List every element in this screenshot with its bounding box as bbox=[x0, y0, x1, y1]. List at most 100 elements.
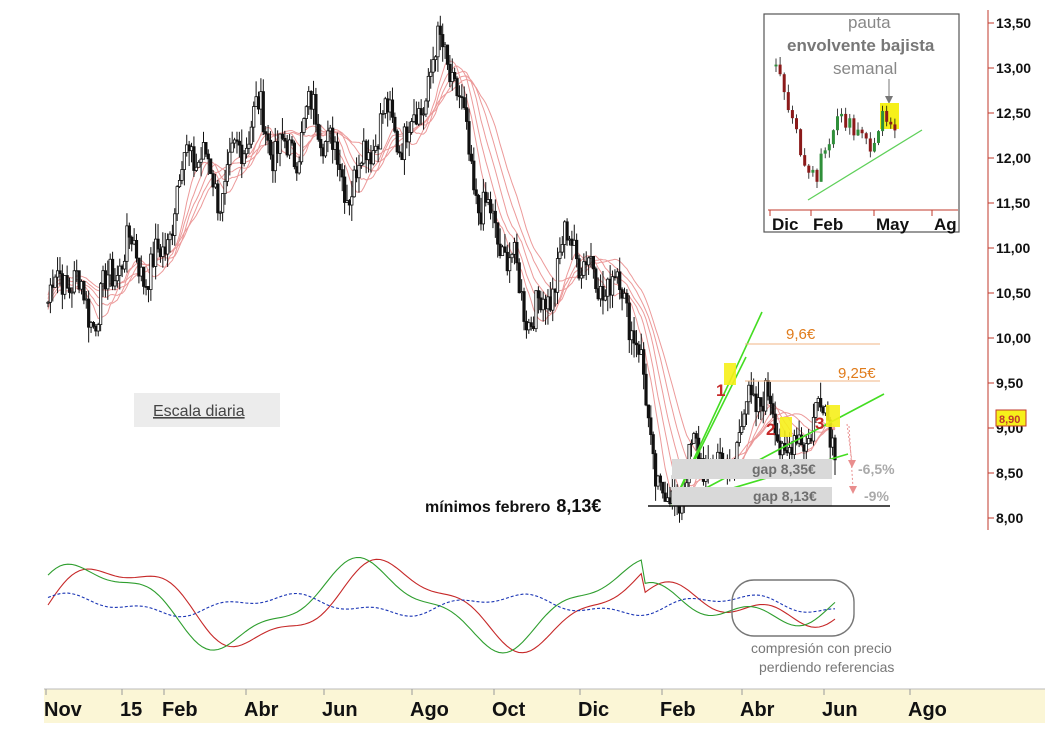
gap-label-2: gap 8,13€ bbox=[753, 488, 817, 504]
pivot-number-3: 3 bbox=[815, 414, 824, 433]
candle-body bbox=[634, 342, 639, 346]
candle-body bbox=[429, 71, 433, 77]
candle-body bbox=[182, 152, 186, 170]
candle-body bbox=[48, 284, 52, 303]
candle-body bbox=[331, 127, 335, 150]
inset-candle-body bbox=[868, 138, 872, 152]
resistance-label-1: 9,6€ bbox=[786, 326, 816, 343]
candle-body bbox=[67, 287, 72, 293]
candle-body bbox=[335, 141, 340, 165]
candle-body bbox=[409, 121, 414, 133]
candle-body bbox=[72, 270, 76, 293]
candle-body bbox=[230, 142, 234, 153]
oscillator-line bbox=[47, 558, 836, 654]
candle-body bbox=[221, 193, 225, 213]
inset-candle-body bbox=[774, 64, 778, 67]
candle-body bbox=[768, 395, 773, 405]
gap-box-1 bbox=[672, 459, 832, 479]
candle-body bbox=[744, 401, 749, 415]
inset-candle-body bbox=[803, 155, 807, 166]
candle-body bbox=[462, 97, 466, 109]
candle-body bbox=[431, 59, 435, 73]
candle-body bbox=[299, 132, 304, 163]
candle-body bbox=[759, 397, 763, 407]
inset-candle-body bbox=[790, 110, 794, 119]
inset-candle-body bbox=[860, 129, 864, 134]
candle-body bbox=[352, 169, 356, 198]
candle-body bbox=[814, 402, 818, 418]
inset-candle-body bbox=[836, 116, 839, 131]
scale-label: Escala diaria bbox=[153, 403, 245, 420]
candle-body bbox=[799, 434, 804, 446]
candle-body bbox=[338, 163, 342, 171]
candle-body bbox=[565, 221, 569, 241]
candle-body bbox=[228, 151, 232, 166]
price-axis-ticks: 13,50 13,00 12,50 12,00 11,50 11,00 10,50 10,00… bbox=[988, 15, 1031, 526]
price-tick-label: 10,50 bbox=[996, 285, 1031, 301]
inset-candle-body bbox=[827, 144, 831, 151]
last-price-marker bbox=[995, 409, 1027, 427]
candle-body bbox=[417, 108, 421, 125]
oscillator-line bbox=[47, 556, 836, 654]
candle-body bbox=[283, 138, 287, 142]
candle-body bbox=[223, 180, 227, 194]
candle-body bbox=[304, 106, 308, 119]
candle-body bbox=[481, 191, 485, 225]
candle-body bbox=[407, 131, 411, 143]
date-tick-label: Oct bbox=[492, 699, 526, 721]
candle-body bbox=[58, 270, 62, 275]
candle-body bbox=[278, 133, 282, 154]
inset-candle-body bbox=[786, 92, 790, 111]
last-price-label: 8,90 bbox=[999, 414, 1020, 426]
price-tick-label: 12,00 bbox=[996, 150, 1031, 166]
candle-body bbox=[91, 322, 96, 327]
price-candles bbox=[46, 15, 837, 523]
inset-candle-body bbox=[844, 113, 848, 128]
date-axis-ticks: Nov 15 Feb Abr Jun Ago Oct Dic Feb Abr Jun Ago bbox=[44, 689, 947, 721]
candle-body bbox=[65, 275, 69, 289]
inset-candle-body bbox=[885, 110, 889, 122]
candle-body bbox=[510, 253, 514, 259]
candle-body bbox=[467, 121, 471, 155]
inset-candle-body bbox=[782, 74, 786, 93]
candle-body bbox=[280, 133, 285, 139]
candle-body bbox=[737, 432, 741, 443]
date-tick-label: Dic bbox=[578, 699, 609, 721]
candle-body bbox=[601, 285, 605, 301]
inset-candle-body bbox=[807, 165, 811, 173]
inset-trend-line bbox=[807, 129, 923, 201]
candle-body bbox=[46, 301, 50, 304]
candle-body bbox=[582, 261, 586, 276]
inset-title-line-3: semanal bbox=[833, 59, 897, 78]
candle-body bbox=[154, 238, 158, 267]
candle-body bbox=[426, 75, 430, 102]
pivot-highlight-2 bbox=[780, 417, 792, 437]
candle-body bbox=[577, 258, 581, 279]
candle-body bbox=[484, 191, 488, 203]
pivot-number-1: 1 bbox=[716, 381, 725, 400]
inset-candle-body bbox=[848, 118, 852, 128]
candle-body bbox=[625, 292, 629, 304]
inset-title-line-2: envolvente bajista bbox=[787, 36, 935, 55]
candle-body bbox=[649, 417, 653, 436]
candle-body bbox=[833, 437, 837, 461]
candle-body bbox=[390, 99, 395, 118]
candle-body bbox=[244, 147, 249, 155]
date-tick-label: Abr bbox=[244, 699, 279, 721]
inset-candle-body bbox=[864, 133, 868, 139]
candle-body bbox=[438, 25, 442, 35]
candle-body bbox=[166, 239, 170, 255]
candle-body bbox=[53, 276, 57, 288]
candle-body bbox=[551, 288, 555, 311]
candle-body bbox=[603, 295, 607, 301]
date-tick-label: Feb bbox=[660, 699, 696, 721]
candle-body bbox=[371, 150, 375, 165]
candle-body bbox=[469, 153, 474, 162]
inset-candle-body bbox=[795, 118, 798, 130]
projection-arrowhead-2 bbox=[849, 486, 857, 494]
candle-body bbox=[96, 324, 100, 332]
candle-body bbox=[402, 126, 407, 161]
candle-body bbox=[206, 153, 210, 160]
scale-label-box bbox=[134, 393, 280, 427]
